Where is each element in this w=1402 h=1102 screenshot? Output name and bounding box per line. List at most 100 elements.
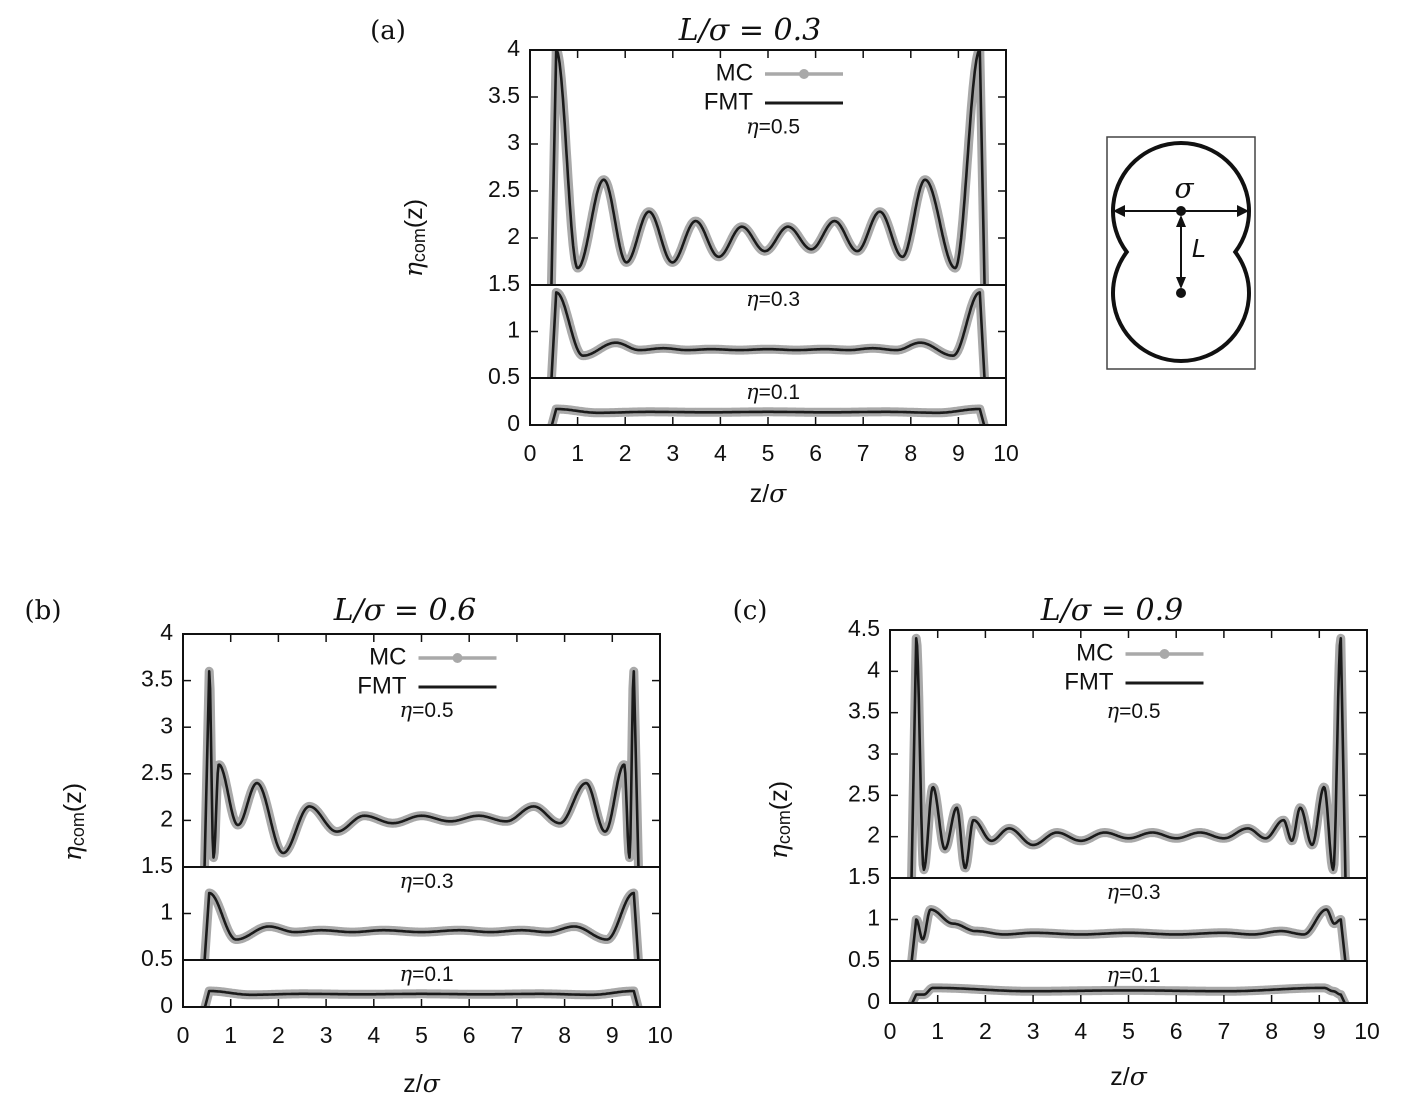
legend-label-fmt: FMT (704, 88, 754, 115)
x-axis-label: z/σ (403, 1069, 440, 1098)
y-tick-label: 1.5 (848, 863, 880, 889)
fmt-series-line (203, 891, 640, 960)
y-tick-label: 4 (867, 656, 880, 682)
x-tick-label: 9 (606, 1022, 619, 1048)
y-tick-label: 4 (160, 619, 173, 645)
subplot-0 (907, 633, 1350, 878)
chart-title: L/σ = 0.6 (333, 593, 476, 628)
y-tick-label: 0 (160, 992, 173, 1018)
y-tick-label: 0 (507, 410, 520, 436)
subplot-2 (907, 983, 1350, 1003)
x-tick-label: 6 (809, 440, 822, 466)
chart-title: L/σ = 0.9 (1040, 593, 1183, 628)
y-axis-label: ηcom(z) (764, 781, 795, 859)
subplot-2 (547, 404, 989, 425)
x-tick-label: 8 (558, 1022, 571, 1048)
x-tick-label: 4 (367, 1022, 380, 1048)
mc-series-line (907, 633, 1350, 878)
x-tick-label: 2 (272, 1022, 285, 1048)
x-tick-label: 7 (857, 440, 870, 466)
x-tick-label: 5 (1122, 1018, 1135, 1044)
length-label: L (1192, 233, 1206, 263)
fmt-series-line (910, 986, 1347, 1003)
y-tick-label: 2 (160, 805, 173, 831)
plot-frame (529, 49, 1007, 426)
fmt-series-line (203, 670, 640, 867)
density-label: η=0.1 (746, 380, 800, 404)
y-tick-label: 1 (507, 317, 520, 343)
x-tick-label: 7 (511, 1022, 524, 1048)
fmt-series-line (910, 908, 1347, 961)
x-tick-label: 3 (666, 440, 679, 466)
y-tick-label: 1 (867, 905, 880, 931)
chart-title: L/σ = 0.3 (678, 13, 821, 48)
dimer-outline (1111, 141, 1251, 363)
y-axis-label: ηcom(z) (399, 199, 430, 277)
y-tick-label: 1 (160, 899, 173, 925)
chart-panel-c: (c) L/σ = 0.9 η=0.5 1.5 2 2.5 3 3.5 4 4.5 η=0.3 0.5… (733, 593, 1380, 1091)
x-tick-label: 2 (619, 440, 632, 466)
y-tick-label: 3.5 (848, 698, 880, 724)
y-tick-label: 4 (507, 35, 520, 61)
x-tick-label: 5 (762, 440, 775, 466)
x-tick-label: 4 (1074, 1018, 1087, 1044)
fmt-series-line (910, 637, 1347, 878)
density-label: η=0.5 (399, 697, 453, 721)
dimer-schematic: σL (1106, 136, 1256, 370)
density-label: η=0.3 (399, 869, 453, 893)
y-tick-label: 3.5 (141, 666, 173, 692)
y-tick-label: 3.5 (488, 82, 520, 108)
y-tick-label: 2.5 (848, 780, 880, 806)
density-label: η=0.3 (746, 287, 800, 311)
sphere-center-bottom (1176, 288, 1186, 298)
y-tick-label: 1.5 (488, 270, 520, 296)
legend-label-fmt: FMT (357, 672, 407, 699)
x-tick-label: 7 (1218, 1018, 1231, 1044)
density-label: η=0.5 (1106, 698, 1160, 722)
legend-marker-mc (1159, 649, 1170, 659)
x-tick-label: 3 (320, 1022, 333, 1048)
x-axis-label: z/σ (750, 479, 787, 508)
x-tick-label: 0 (884, 1018, 897, 1044)
y-tick-label: 2.5 (141, 759, 173, 785)
fmt-series-line (203, 989, 640, 1007)
x-tick-label: 2 (979, 1018, 992, 1044)
y-tick-label: 2 (867, 822, 880, 848)
panel-label: (a) (370, 16, 406, 46)
x-tick-label: 3 (1027, 1018, 1040, 1044)
sigma-label: σ (1174, 172, 1194, 205)
subplot-1 (907, 905, 1350, 961)
chart-panel-a: (a) L/σ = 0.3 η=0.5 1.5 2 2.5 3 3.5 4 η=0.3 0.5 1 η=… (370, 13, 1019, 508)
subplot-1 (546, 287, 990, 378)
x-tick-label: 0 (177, 1022, 190, 1048)
y-tick-label: 2.5 (488, 176, 520, 202)
y-tick-label: 1.5 (141, 852, 173, 878)
legend-label-mc: MC (716, 59, 753, 86)
x-tick-label: 8 (904, 440, 917, 466)
fmt-series-line (550, 407, 986, 425)
x-tick-label: 8 (1265, 1018, 1278, 1044)
x-tick-label: 9 (1313, 1018, 1326, 1044)
y-tick-label: 3 (160, 712, 173, 738)
subplot-0 (546, 50, 990, 285)
panel-label: (b) (25, 596, 62, 626)
x-tick-label: 10 (1354, 1018, 1380, 1044)
legend-label-mc: MC (1076, 639, 1113, 666)
y-tick-label: 4.5 (848, 615, 880, 641)
density-label: η=0.3 (1106, 880, 1160, 904)
density-label: η=0.1 (1106, 963, 1160, 987)
x-tick-label: 0 (524, 440, 537, 466)
y-axis-label: ηcom(z) (58, 783, 89, 861)
arrowhead-right (1237, 205, 1249, 217)
density-label: η=0.1 (399, 962, 453, 986)
density-label: η=0.5 (746, 114, 800, 138)
x-tick-label: 6 (1170, 1018, 1183, 1044)
x-tick-label: 5 (415, 1022, 428, 1048)
x-tick-label: 1 (224, 1022, 237, 1048)
panel-label: (c) (733, 596, 768, 626)
x-tick-label: 1 (931, 1018, 944, 1044)
x-axis-label: z/σ (1110, 1062, 1147, 1091)
y-tick-label: 2 (507, 223, 520, 249)
y-tick-label: 0.5 (488, 363, 520, 389)
